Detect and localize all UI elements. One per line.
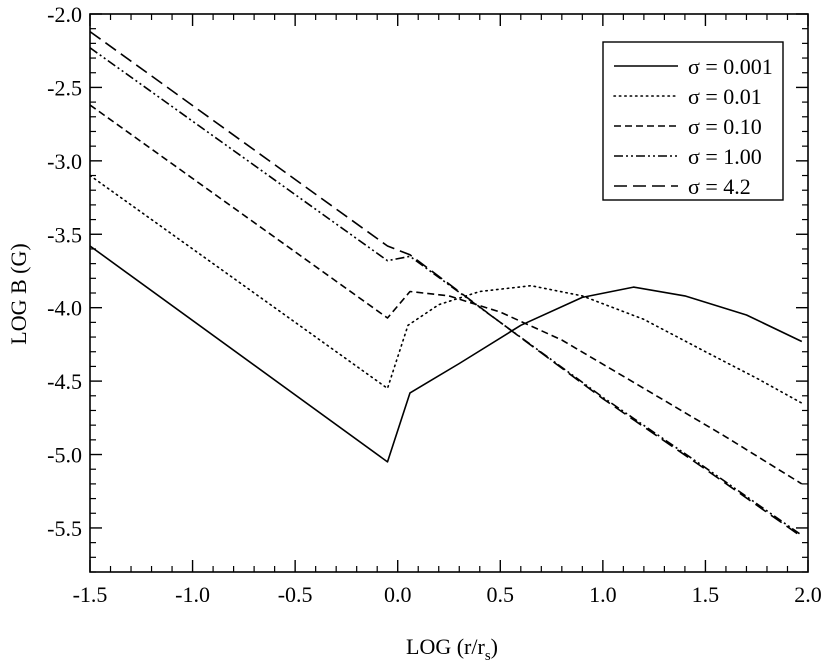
- legend-label: σ = 4.2: [688, 174, 751, 199]
- x-axis-title-main: LOG (r/r: [406, 634, 485, 659]
- legend: σ = 0.001 σ = 0.01 σ = 0.10 σ = 1.00 σ = 4.2: [602, 41, 784, 201]
- legend-box: [602, 41, 784, 201]
- y-tick-label: -3.0: [47, 149, 82, 174]
- x-axis-title-close: ): [491, 634, 498, 659]
- y-tick-label: -5.0: [47, 443, 82, 468]
- y-tick-label: -2.0: [47, 2, 82, 27]
- x-tick-label: -1.5: [73, 582, 108, 607]
- series-line: [90, 104, 803, 485]
- y-tick-label: -4.0: [47, 296, 82, 321]
- x-tick-label: 0.0: [384, 582, 412, 607]
- y-tick-label: -5.5: [47, 516, 82, 541]
- legend-label: σ = 0.01: [688, 84, 762, 109]
- series-line: [90, 47, 803, 536]
- x-axis-title: LOG (r/rs): [406, 634, 498, 664]
- y-tick-label: -3.5: [47, 222, 82, 247]
- x-tick-label: -0.5: [278, 582, 313, 607]
- axis-ticks: [89, 13, 809, 573]
- y-tick-label: -4.5: [47, 369, 82, 394]
- x-tick-label: 0.5: [487, 582, 515, 607]
- x-tick-label: 1.5: [692, 582, 720, 607]
- legend-label: σ = 0.10: [688, 114, 762, 139]
- series-lines: [90, 30, 803, 538]
- y-axis-title: LOG B (G): [6, 243, 31, 344]
- x-axis-title-subscript: s: [485, 648, 491, 664]
- y-tick-label: -2.5: [47, 75, 82, 100]
- legend-label: σ = 1.00: [688, 144, 762, 169]
- tick-labels: -1.5 -1.0 -0.5 0.0 0.5 1.0 1.5 2.0 -2.0 -2.5 -3.0 -…: [47, 2, 822, 607]
- x-tick-label: -1.0: [175, 582, 210, 607]
- series-line: [90, 30, 803, 538]
- series-line: [90, 245, 803, 463]
- series-line: [90, 174, 803, 404]
- x-tick-label: 1.0: [589, 582, 617, 607]
- x-tick-label: 2.0: [794, 582, 822, 607]
- legend-label: σ = 0.001: [688, 54, 773, 79]
